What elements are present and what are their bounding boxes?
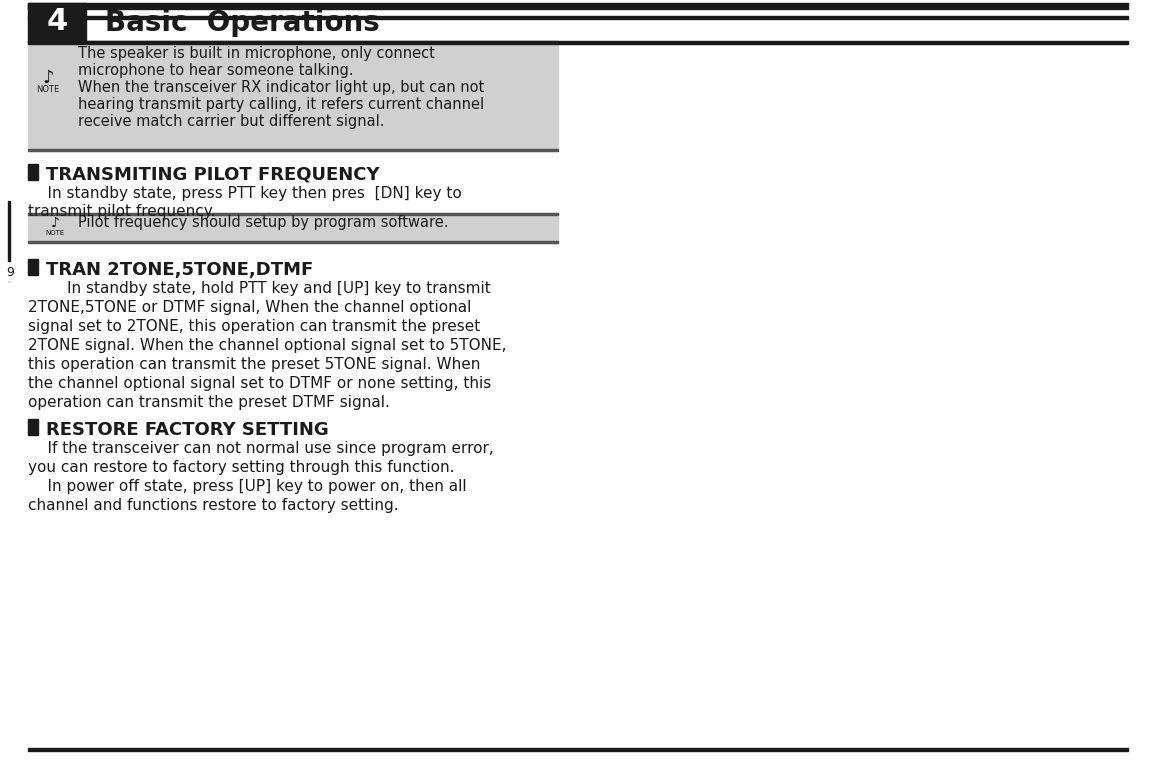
Text: 9: 9 <box>6 265 14 278</box>
Text: In power off state, press [UP] key to power on, then all: In power off state, press [UP] key to po… <box>28 479 467 494</box>
Text: signal set to 2TONE, this operation can transmit the preset: signal set to 2TONE, this operation can … <box>28 319 480 334</box>
Text: The speaker is built in microphone, only connect: The speaker is built in microphone, only… <box>77 46 435 61</box>
Text: In standby state, hold PTT key and [UP] key to transmit: In standby state, hold PTT key and [UP] … <box>28 281 491 296</box>
Text: 2TONE,5TONE or DTMF signal, When the channel optional: 2TONE,5TONE or DTMF signal, When the cha… <box>28 300 472 315</box>
Bar <box>28 213 558 215</box>
Text: you can restore to factory setting through this function.: you can restore to factory setting throu… <box>28 460 454 475</box>
Text: If the transceiver can not normal use since program error,: If the transceiver can not normal use si… <box>28 441 494 456</box>
Text: receive match carrier but different signal.: receive match carrier but different sign… <box>77 114 385 129</box>
Bar <box>28 213 558 243</box>
Text: 2TONE signal. When the channel optional signal set to 5TONE,: 2TONE signal. When the channel optional … <box>28 338 506 353</box>
Bar <box>8 201 10 281</box>
Text: 4: 4 <box>46 8 67 36</box>
Bar <box>28 164 38 180</box>
Text: this operation can transmit the preset 5TONE signal. When: this operation can transmit the preset 5… <box>28 357 481 372</box>
Text: When the transceiver RX indicator light up, but can not: When the transceiver RX indicator light … <box>77 80 484 95</box>
Text: RESTORE FACTORY SETTING: RESTORE FACTORY SETTING <box>46 421 328 439</box>
Bar <box>28 259 38 275</box>
Bar <box>28 16 1128 19</box>
Text: NOTE: NOTE <box>45 230 65 236</box>
Text: Pilot frequency should setup by program software.: Pilot frequency should setup by program … <box>77 216 449 231</box>
Text: Basic  Operations: Basic Operations <box>105 9 380 37</box>
Text: ♪: ♪ <box>43 69 53 87</box>
Text: channel and functions restore to factory setting.: channel and functions restore to factory… <box>28 498 399 513</box>
Text: the channel optional signal set to DTMF or none setting, this: the channel optional signal set to DTMF … <box>28 376 491 391</box>
Text: transmit pilot frequency.: transmit pilot frequency. <box>28 204 215 219</box>
Bar <box>28 3 1128 9</box>
Text: microphone to hear someone talking.: microphone to hear someone talking. <box>77 63 354 78</box>
Bar <box>28 241 558 243</box>
Bar <box>28 41 1128 44</box>
Text: NOTE: NOTE <box>36 86 60 95</box>
Bar <box>28 41 558 151</box>
Bar <box>28 748 1128 751</box>
Text: hearing transmit party calling, it refers current channel: hearing transmit party calling, it refer… <box>77 97 484 112</box>
Text: In standby state, press PTT key then pres  [DN] key to: In standby state, press PTT key then pre… <box>28 186 461 201</box>
Bar <box>28 149 558 151</box>
Text: operation can transmit the preset DTMF signal.: operation can transmit the preset DTMF s… <box>28 395 390 410</box>
Text: ♪: ♪ <box>51 216 59 230</box>
Bar <box>28 3 86 41</box>
Bar <box>28 419 38 435</box>
Text: TRAN 2TONE,5TONE,DTMF: TRAN 2TONE,5TONE,DTMF <box>46 261 313 279</box>
Bar <box>1 263 18 281</box>
Bar <box>28 41 558 43</box>
Text: TRANSMITING PILOT FREQUENCY: TRANSMITING PILOT FREQUENCY <box>46 166 379 184</box>
